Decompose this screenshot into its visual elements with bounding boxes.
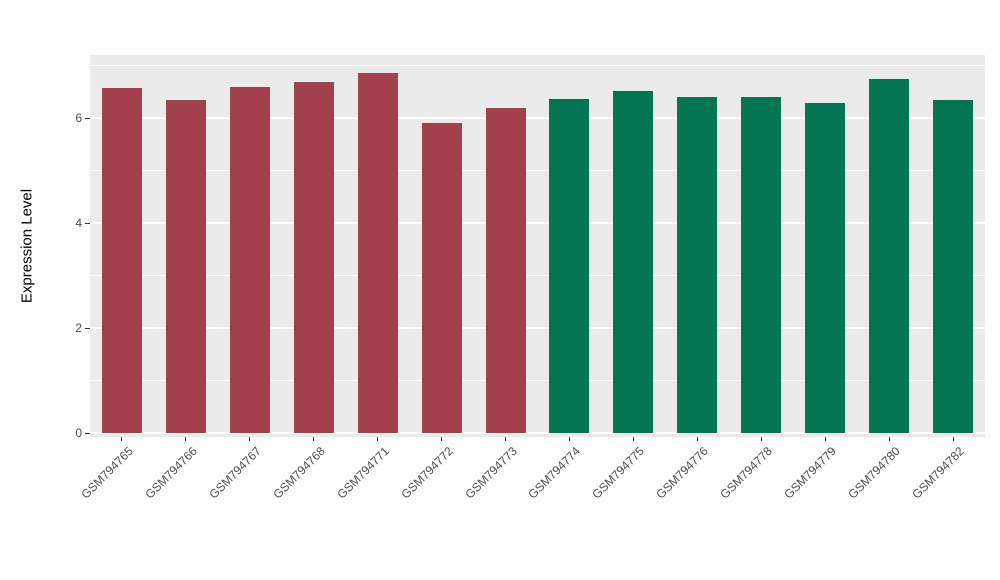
- x-tick-label: GSM794782: [909, 444, 967, 502]
- x-axis-tick: [505, 437, 507, 441]
- bar: [101, 88, 142, 433]
- major-gridline: [90, 327, 985, 329]
- bar: [741, 97, 782, 433]
- y-axis-tick: [85, 327, 90, 329]
- x-axis-tick: [760, 437, 762, 441]
- x-tick-label: GSM794773: [461, 444, 520, 502]
- plot-panel: [90, 55, 985, 437]
- y-tick-label: 2: [75, 321, 82, 335]
- x-axis-tick: [441, 437, 443, 441]
- x-tick-label: GSM794765: [78, 444, 136, 502]
- x-axis-tick: [185, 437, 187, 441]
- bar: [165, 100, 206, 433]
- minor-gridline: [90, 64, 985, 66]
- x-tick-label: GSM794776: [653, 444, 712, 502]
- bar: [485, 108, 526, 433]
- y-axis-tick: [85, 117, 90, 119]
- bar: [229, 87, 270, 433]
- x-tick-label: GSM794766: [142, 444, 200, 502]
- x-axis-tick: [121, 437, 123, 441]
- minor-gridline: [90, 169, 985, 171]
- minor-gridline: [90, 379, 985, 381]
- x-axis-tick: [952, 437, 954, 441]
- x-axis-tick: [313, 437, 315, 441]
- x-axis-tick: [249, 437, 251, 441]
- x-tick-label: GSM794774: [525, 444, 584, 502]
- major-gridline: [90, 117, 985, 119]
- x-axis-tick: [632, 437, 634, 441]
- bar: [549, 99, 590, 433]
- x-tick-label: GSM794775: [589, 444, 648, 502]
- bar: [613, 91, 654, 433]
- minor-gridline: [90, 274, 985, 276]
- major-gridline: [90, 222, 985, 224]
- x-tick-label: GSM794771: [334, 444, 392, 502]
- x-tick-label: GSM794779: [781, 444, 840, 502]
- x-axis-tick: [888, 437, 890, 441]
- major-gridline: [90, 432, 985, 434]
- x-axis-tick: [824, 437, 826, 441]
- y-axis-title: Expression Level: [18, 188, 36, 304]
- x-axis-tick: [568, 437, 570, 441]
- y-tick-label: 4: [75, 216, 82, 230]
- bar: [357, 72, 398, 433]
- bar: [421, 123, 462, 433]
- bar: [933, 100, 974, 433]
- bar: [677, 97, 718, 433]
- x-tick-label: GSM794778: [717, 444, 776, 502]
- y-axis-tick: [85, 222, 90, 224]
- y-axis-tick: [85, 432, 90, 434]
- x-tick-label: GSM794780: [845, 444, 903, 502]
- bar: [805, 103, 846, 433]
- x-axis-tick: [377, 437, 379, 441]
- x-tick-label: GSM794768: [270, 444, 328, 502]
- y-tick-label: 0: [75, 426, 82, 440]
- y-tick-label: 6: [75, 111, 82, 125]
- x-tick-label: GSM794772: [397, 444, 456, 502]
- bar: [869, 79, 910, 433]
- x-tick-label: GSM794767: [206, 444, 264, 502]
- x-axis-tick: [696, 437, 698, 441]
- bar: [293, 81, 334, 433]
